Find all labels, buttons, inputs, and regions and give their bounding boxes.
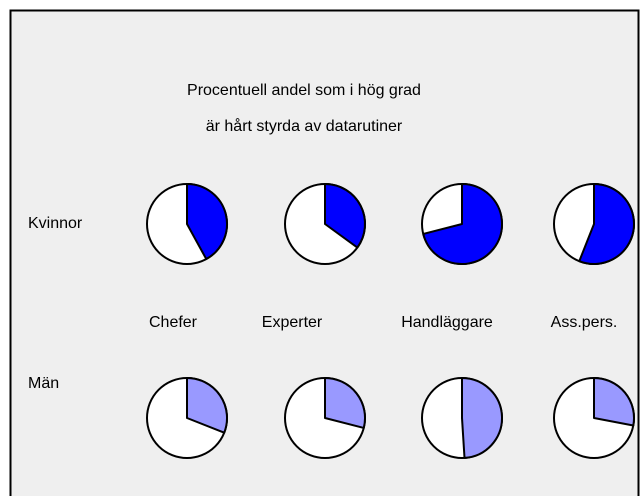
pie-slice [324, 183, 366, 249]
pie-slice [186, 183, 228, 261]
chart-title: är hårt styrda av datarutiner [206, 117, 403, 135]
category-label: Handläggare [401, 314, 493, 331]
pie-slice [186, 377, 228, 434]
pie-slice [578, 183, 635, 265]
row-label: Män [28, 375, 59, 392]
pie-slice [461, 377, 503, 459]
category-label: Ass.pers. [551, 314, 618, 331]
pie-slice [593, 377, 635, 427]
category-label: Chefer [149, 314, 198, 331]
category-label: Experter [262, 314, 323, 331]
pie-slice [422, 183, 503, 265]
row-label: Kvinnor [28, 215, 83, 232]
chart-title: Procentuell andel som i hög grad [187, 82, 421, 99]
pie-slice [324, 377, 366, 429]
